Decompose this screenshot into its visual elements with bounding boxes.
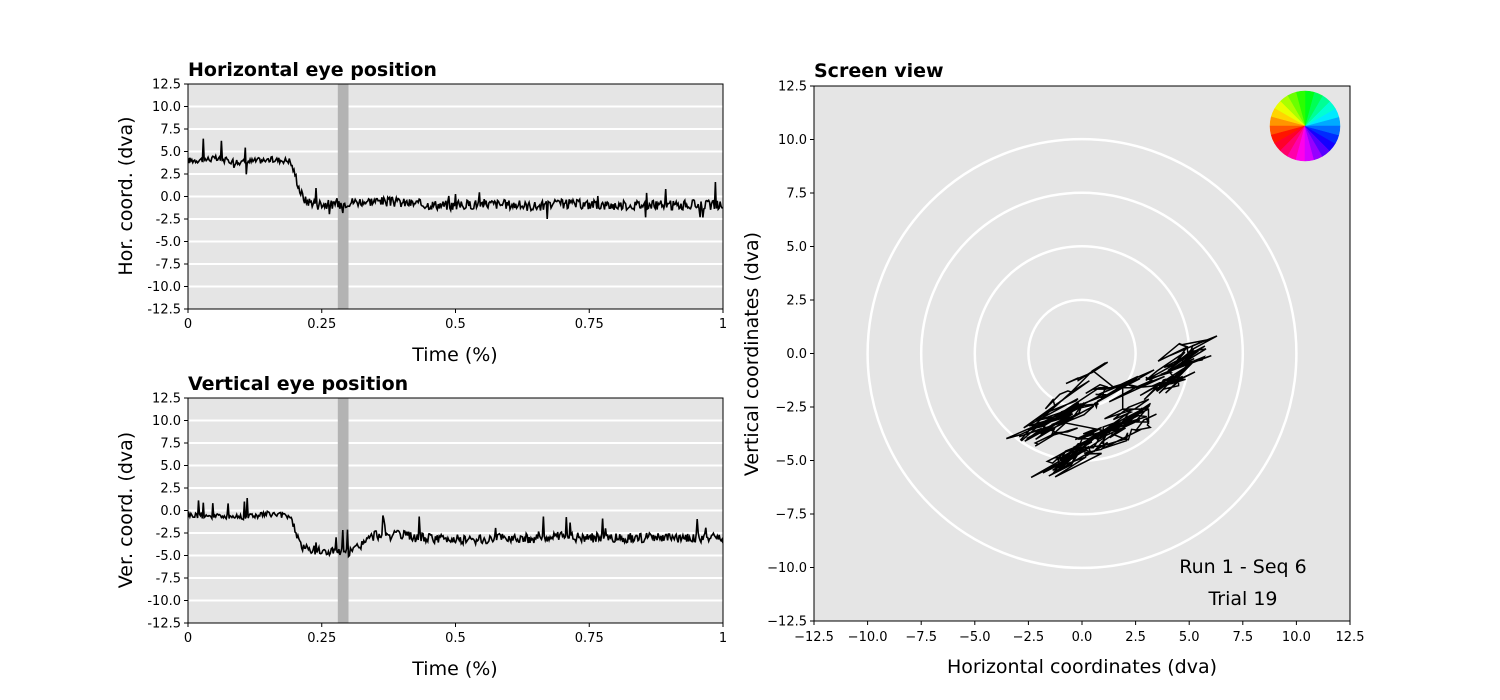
- horizontal-plot-y-ticks: -12.5 -10.0 -7.5 -5.0 -2.5 0.0 2.5 5.0 7.5 10.0 12…: [147, 78, 188, 318]
- x-tick-label: 0.0: [1072, 630, 1093, 645]
- vertical-plot-y-ticks: -12.5 -10.0 -7.5 -5.0 -2.5 0.0 2.5 5.0 7.5 10.0 12…: [147, 392, 188, 632]
- horizontal-plot-shaded-interval: [337, 84, 349, 309]
- x-tick-label: 5.0: [1179, 630, 1200, 645]
- y-tick-label: 0.0: [786, 347, 807, 362]
- horizontal-plot-x-ticks: 0 0.25 0.5 0.75 1: [184, 309, 727, 332]
- color-wheel-icon: [1269, 90, 1341, 162]
- screen-view-x-label: Horizontal coordinates (dva): [947, 656, 1217, 678]
- y-tick-label: −2.5: [775, 401, 807, 416]
- y-tick-label: 5.0: [786, 240, 807, 255]
- y-tick-label: −7.5: [775, 508, 807, 523]
- y-tick-label: 10.0: [152, 414, 181, 429]
- x-tick-label: 0: [184, 631, 192, 646]
- x-tick-label: 0.5: [445, 317, 466, 332]
- screen-view-y-label: Vertical coordinates (dva): [741, 232, 763, 476]
- y-tick-label: 7.5: [160, 123, 181, 138]
- y-tick-label: 10.0: [152, 100, 181, 115]
- x-tick-label: 0.5: [445, 631, 466, 646]
- x-tick-label: 1: [719, 317, 727, 332]
- vertical-plot-shaded-interval: [337, 398, 349, 623]
- x-tick-label: 12.5: [1336, 630, 1365, 645]
- horizontal-plot-y-label: Hor. coord. (dva): [115, 116, 137, 275]
- vertical-plot-title: Vertical eye position: [188, 373, 408, 395]
- y-tick-label: 5.0: [160, 145, 181, 160]
- horizontal-plot-title: Horizontal eye position: [188, 59, 437, 81]
- x-tick-label: 10.0: [1282, 630, 1311, 645]
- y-tick-label: -10.0: [147, 594, 181, 609]
- x-tick-label: −5.0: [959, 630, 991, 645]
- screen-view-panel: −12.5 −10.0 −7.5 −5.0 −2.5 0.0 2.5 5.0 7.5 10.0 12…: [741, 60, 1364, 678]
- y-tick-label: -5.0: [156, 235, 181, 250]
- y-tick-label: 7.5: [786, 187, 807, 202]
- x-tick-label: −7.5: [905, 630, 937, 645]
- x-tick-label: −2.5: [1013, 630, 1045, 645]
- x-tick-label: 7.5: [1232, 630, 1253, 645]
- screen-view-y-ticks: −12.5 −10.0 −7.5 −5.0 −2.5 0.0 2.5 5.0 7.5 10.0 12…: [767, 80, 814, 630]
- x-tick-label: 0.75: [575, 317, 604, 332]
- y-tick-label: 12.5: [152, 392, 181, 407]
- vertical-eye-position-panel: -12.5 -10.0 -7.5 -5.0 -2.5 0.0 2.5 5.0 7.5 10.0 12…: [115, 373, 727, 680]
- eccentricity-circle: [919, 191, 1245, 516]
- y-tick-label: 12.5: [152, 78, 181, 93]
- y-tick-label: -2.5: [156, 527, 181, 542]
- vertical-plot-x-ticks: 0 0.25 0.5 0.75 1: [184, 623, 727, 646]
- y-tick-label: −10.0: [767, 561, 807, 576]
- y-tick-label: 12.5: [778, 80, 807, 95]
- y-tick-label: -10.0: [147, 280, 181, 295]
- x-tick-label: −12.5: [794, 630, 834, 645]
- x-tick-label: 0: [184, 317, 192, 332]
- color-wheel-segment: [1304, 125, 1341, 136]
- y-tick-label: 5.0: [160, 459, 181, 474]
- y-tick-label: 7.5: [160, 437, 181, 452]
- vertical-eye-trace: [188, 497, 723, 559]
- screen-view-title: Screen view: [814, 60, 944, 82]
- horizontal-eye-position-panel: -12.5 -10.0 -7.5 -5.0 -2.5 0.0 2.5 5.0 7.5 10.0 12…: [115, 59, 727, 366]
- x-tick-label: 1: [719, 631, 727, 646]
- x-tick-label: 2.5: [1125, 630, 1146, 645]
- y-tick-label: -7.5: [156, 572, 181, 587]
- horizontal-plot-gridlines: [188, 105, 723, 288]
- screen-view-eccentricity-circles: [866, 137, 1298, 570]
- y-tick-label: 2.5: [160, 168, 181, 183]
- x-tick-label: −10.0: [848, 630, 888, 645]
- y-tick-label: 2.5: [786, 294, 807, 309]
- vertical-plot-x-label: Time (%): [411, 658, 497, 680]
- eccentricity-circle: [866, 137, 1298, 570]
- screen-view-background: [814, 86, 1350, 621]
- y-tick-label: -2.5: [156, 213, 181, 228]
- y-tick-label: -12.5: [147, 617, 181, 632]
- y-tick-label: -12.5: [147, 303, 181, 318]
- horizontal-plot-x-label: Time (%): [411, 344, 497, 366]
- vertical-plot-y-label: Ver. coord. (dva): [115, 432, 137, 588]
- horizontal-eye-trace: [188, 138, 723, 219]
- y-tick-label: −12.5: [767, 615, 807, 630]
- y-tick-label: 2.5: [160, 482, 181, 497]
- trial-annotation: Trial 19: [1207, 588, 1277, 610]
- x-tick-label: 0.25: [307, 631, 336, 646]
- y-tick-label: -7.5: [156, 258, 181, 273]
- gaze-trajectory: [1005, 335, 1218, 479]
- vertical-plot-gridlines: [188, 419, 723, 602]
- y-tick-label: -5.0: [156, 549, 181, 564]
- y-tick-label: 0.0: [160, 190, 181, 205]
- run-seq-annotation: Run 1 - Seq 6: [1179, 556, 1306, 578]
- x-tick-label: 0.25: [307, 317, 336, 332]
- screen-view-x-ticks: −12.5 −10.0 −7.5 −5.0 −2.5 0.0 2.5 5.0 7.5 10.0 12…: [794, 621, 1364, 645]
- y-tick-label: −5.0: [775, 454, 807, 469]
- y-tick-label: 0.0: [160, 504, 181, 519]
- y-tick-label: 10.0: [778, 133, 807, 148]
- x-tick-label: 0.75: [575, 631, 604, 646]
